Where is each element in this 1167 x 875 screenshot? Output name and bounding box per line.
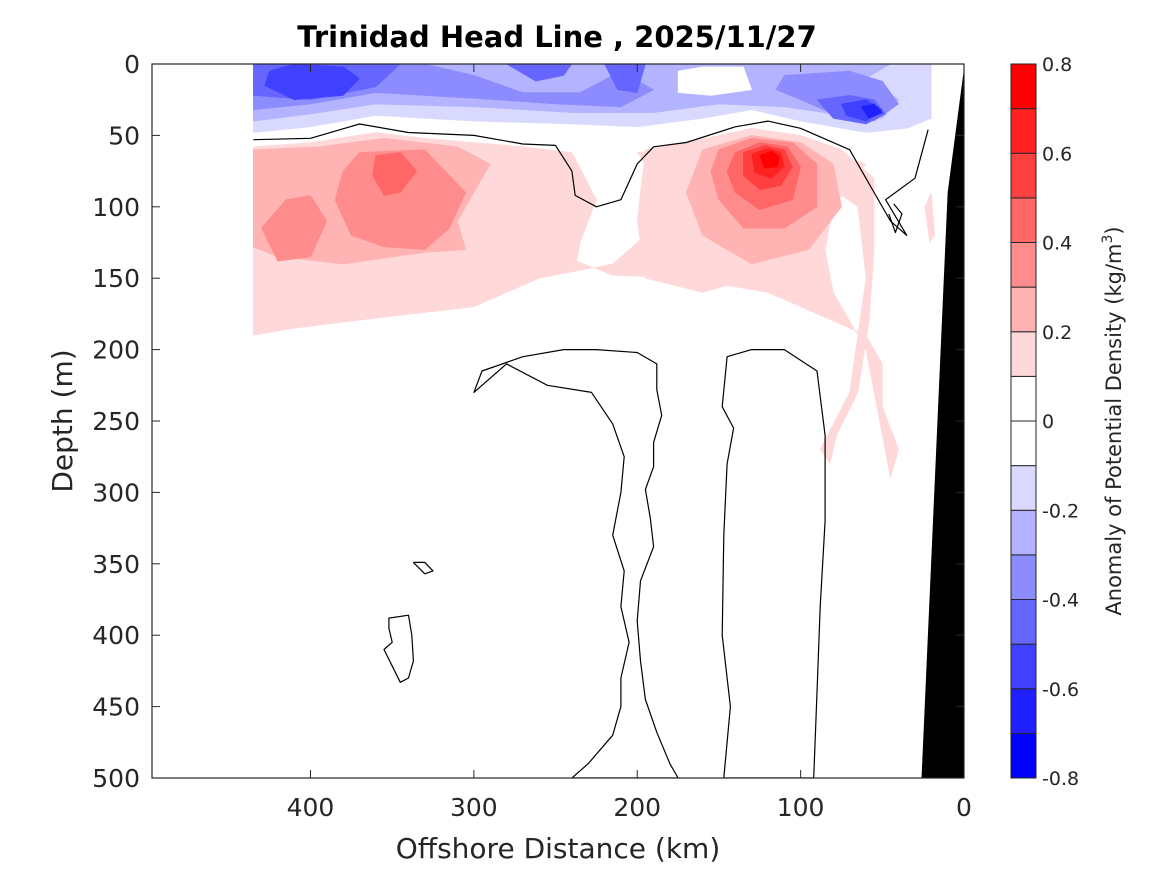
contour-fills	[253, 64, 935, 479]
y-tick-label: 250	[92, 407, 140, 436]
zero-contour-line	[412, 561, 434, 575]
colorbar-band	[1010, 465, 1037, 511]
colorbar-band	[1010, 152, 1037, 199]
y-tick-label: 500	[92, 764, 140, 793]
contour-fill-band	[759, 150, 780, 169]
y-tick-label: 350	[92, 550, 140, 579]
colorbar-band	[1010, 242, 1037, 288]
y-tick-label: 300	[92, 478, 140, 507]
colorbar-tick-label: 0.6	[1042, 143, 1072, 165]
x-axis: 400 300 200 100 0	[287, 64, 972, 822]
x-tick-label: 200	[613, 793, 661, 822]
contour-fill-band	[924, 192, 935, 243]
zero-contour-line	[383, 614, 414, 683]
colorbar-frame	[1010, 63, 1037, 779]
y-axis: 0 50 100 150 200 250 300 350 400 450 500	[92, 50, 964, 793]
zero-contours	[253, 120, 929, 778]
colorbar-band	[1010, 197, 1037, 243]
contour-fill-band	[860, 103, 883, 119]
colorbar-band	[1010, 286, 1037, 333]
contour-fill-band	[677, 66, 752, 96]
bathymetry-shelf	[921, 68, 964, 778]
colorbar-band	[1010, 63, 1037, 110]
chart-title: Trinidad Head Line , 2025/11/27	[297, 20, 817, 54]
y-tick-label: 0	[124, 50, 140, 79]
colorbar-tick-label: -0.4	[1042, 590, 1079, 612]
x-tick-label: 100	[777, 793, 825, 822]
colorbar-band	[1010, 732, 1037, 779]
x-tick-label: 0	[956, 793, 972, 822]
x-tick-label: 400	[287, 793, 335, 822]
colorbar-tick-label: -0.8	[1042, 768, 1079, 790]
colorbar-tick-label: 0.8	[1042, 54, 1072, 76]
colorbar-tick-label: 0.2	[1042, 322, 1072, 344]
colorbar-band	[1010, 599, 1037, 645]
colorbar-band	[1010, 688, 1037, 734]
y-tick-label: 200	[92, 336, 140, 365]
zero-contour-line	[888, 203, 903, 234]
zero-contour-line	[473, 349, 679, 778]
contour-fill-band	[506, 64, 573, 82]
colorbar-tick-label: -0.6	[1042, 679, 1079, 701]
y-axis-label: Depth (m)	[46, 349, 79, 492]
colorbar-band	[1010, 554, 1037, 600]
colorbar: 0.8 0.6 0.4 0.2 0 -0.2 -0.4 -0.6 -0.8	[1010, 54, 1079, 790]
contour-fill-band	[261, 195, 328, 262]
colorbar-band	[1010, 331, 1037, 377]
colorbar-tick-label: 0.4	[1042, 233, 1072, 255]
y-tick-label: 450	[92, 693, 140, 722]
zero-contour-line	[253, 120, 929, 236]
colorbar-tick-label: 0	[1042, 411, 1054, 433]
x-axis-label: Offshore Distance (km)	[396, 832, 721, 865]
colorbar-band	[1010, 108, 1037, 154]
colorbar-band	[1010, 375, 1037, 422]
plot-area	[152, 64, 964, 778]
colorbar-label: Anomaly of Potential Density (kg/m3)	[1100, 226, 1126, 615]
x-tick-label: 300	[450, 793, 498, 822]
y-tick-label: 100	[92, 193, 140, 222]
y-tick-label: 50	[108, 121, 140, 150]
zero-contour-line	[721, 349, 826, 778]
colorbar-band	[1010, 420, 1037, 467]
colorbar-band	[1010, 509, 1037, 556]
colorbar-band	[1010, 643, 1037, 690]
colorbar-tick-label: -0.2	[1042, 500, 1079, 522]
contour-fill-band	[372, 152, 418, 196]
y-tick-label: 400	[92, 621, 140, 650]
contour-fill-band	[334, 149, 467, 250]
contour-fill-band	[604, 64, 646, 93]
y-tick-label: 150	[92, 264, 140, 293]
